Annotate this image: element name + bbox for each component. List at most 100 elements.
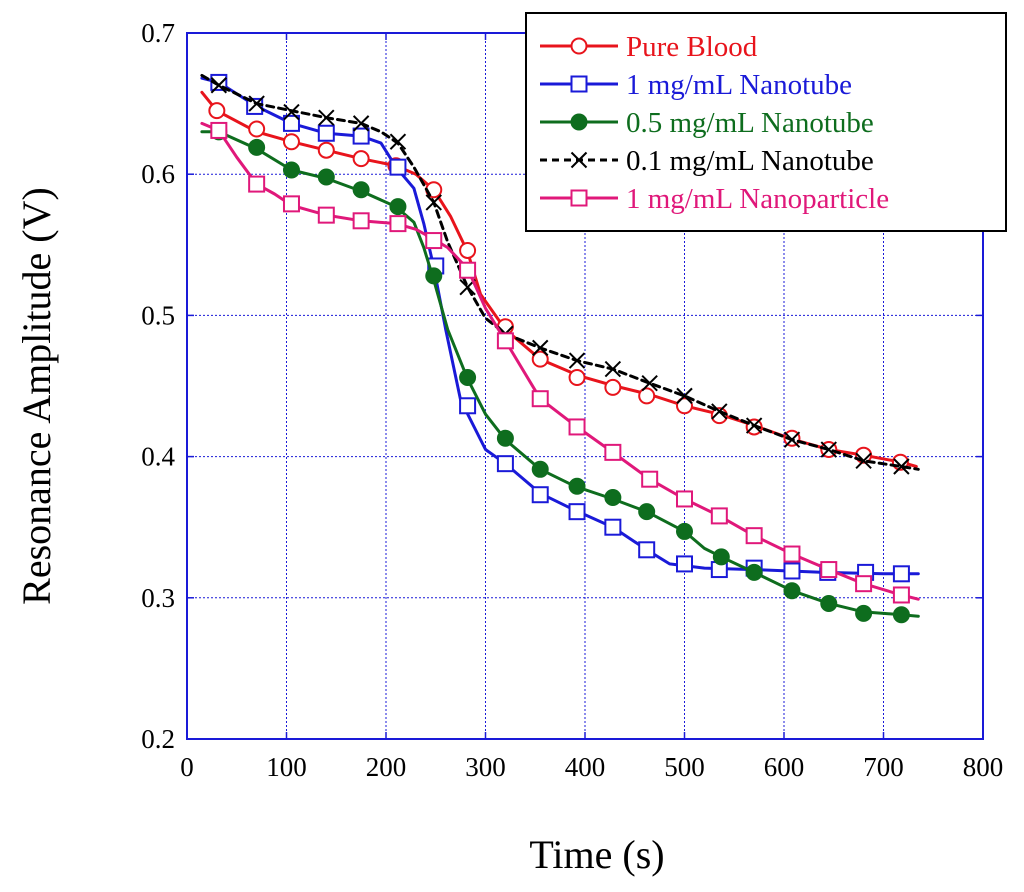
legend-marker bbox=[570, 113, 588, 131]
data-point-0-5-mg-ml-nanotube bbox=[282, 161, 300, 179]
data-point-1-mg-ml-nanoparticle bbox=[317, 206, 335, 224]
data-point-0-1-mg-ml-nanotube bbox=[532, 339, 549, 357]
data-point-1-mg-ml-nanotube bbox=[531, 486, 549, 504]
series-layer bbox=[200, 73, 920, 624]
data-point-0-1-mg-ml-nanotube bbox=[604, 360, 622, 378]
data-point-0-1-mg-ml-nanotube bbox=[893, 458, 910, 475]
data-point-0-5-mg-ml-nanotube bbox=[676, 522, 693, 540]
data-point-1-mg-ml-nanoparticle bbox=[892, 586, 910, 604]
data-point-1-mg-ml-nanoparticle bbox=[855, 575, 873, 593]
data-point-0-1-mg-ml-nanotube bbox=[711, 403, 728, 420]
data-point-1-mg-ml-nanoparticle bbox=[389, 215, 407, 233]
y-tick-label: 0.2 bbox=[141, 724, 175, 754]
x-tick-label: 600 bbox=[764, 752, 805, 782]
data-point-pure-blood bbox=[531, 350, 549, 368]
data-point-0-1-mg-ml-nanotube bbox=[855, 452, 872, 470]
data-point-0-5-mg-ml-nanotube bbox=[638, 503, 656, 521]
legend-item-pure-blood: Pure Blood bbox=[540, 31, 758, 63]
data-point-pure-blood bbox=[208, 102, 226, 120]
legend-marker bbox=[570, 151, 588, 169]
data-point-pure-blood bbox=[638, 387, 656, 405]
data-point-1-mg-ml-nanoparticle bbox=[352, 212, 370, 230]
y-tick-label: 0.4 bbox=[141, 442, 175, 472]
y-tick-label: 0.3 bbox=[141, 583, 175, 613]
data-point-1-mg-ml-nanoparticle bbox=[496, 332, 514, 350]
data-point-1-mg-ml-nanotube bbox=[892, 565, 910, 583]
data-point-pure-blood bbox=[604, 378, 622, 396]
data-point-0-1-mg-ml-nanotube bbox=[820, 441, 837, 458]
x-tick-label: 200 bbox=[366, 752, 407, 782]
x-tick-label: 300 bbox=[465, 752, 506, 782]
x-tick-label: 800 bbox=[963, 752, 1004, 782]
data-point-0-1-mg-ml-nanotube bbox=[248, 95, 265, 112]
data-point-0-1-mg-ml-nanotube bbox=[641, 374, 658, 392]
legend-label: Pure Blood bbox=[626, 31, 758, 63]
data-point-1-mg-ml-nanoparticle bbox=[282, 195, 300, 213]
x-tick-label: 400 bbox=[565, 752, 606, 782]
data-point-pure-blood bbox=[317, 141, 335, 159]
data-point-1-mg-ml-nanotube bbox=[496, 455, 514, 473]
data-point-0-5-mg-ml-nanotube bbox=[531, 460, 549, 478]
legend-marker bbox=[570, 189, 588, 207]
data-point-0-5-mg-ml-nanotube bbox=[712, 548, 730, 566]
data-point-1-mg-ml-nanoparticle bbox=[425, 232, 443, 250]
data-point-1-mg-ml-nanotube bbox=[568, 503, 586, 521]
data-point-1-mg-ml-nanotube bbox=[352, 127, 370, 145]
legend-marker bbox=[570, 75, 588, 93]
data-point-pure-blood bbox=[459, 241, 477, 259]
y-tick-label: 0.7 bbox=[141, 18, 175, 48]
data-point-1-mg-ml-nanotube bbox=[459, 397, 477, 415]
data-point-0-5-mg-ml-nanotube bbox=[352, 181, 370, 199]
data-point-1-mg-ml-nanoparticle bbox=[459, 261, 477, 279]
axis-ticks: 0 100 200 300 400 500 600 700 800 0.2 0.3 0.4 0.5 0.6… bbox=[141, 18, 1003, 782]
data-point-pure-blood bbox=[282, 133, 300, 151]
y-tick-label: 0.5 bbox=[141, 300, 175, 330]
data-point-1-mg-ml-nanoparticle bbox=[531, 390, 549, 408]
data-point-0-5-mg-ml-nanotube bbox=[820, 594, 838, 612]
data-point-1-mg-ml-nanoparticle bbox=[641, 470, 659, 488]
legend-label: 0.1 mg/mL Nanotube bbox=[626, 145, 874, 177]
legend: Pure Blood 1 mg/mL Nanotube 0.5 mg/mL Nano… bbox=[525, 12, 1007, 232]
data-point-0-5-mg-ml-nanotube bbox=[568, 477, 586, 495]
legend-label: 0.5 mg/mL Nanotube bbox=[626, 107, 874, 139]
data-point-0-5-mg-ml-nanotube bbox=[389, 198, 407, 216]
data-point-0-1-mg-ml-nanotube bbox=[783, 431, 801, 448]
y-axis-title: Resonance Amplitude (V) bbox=[14, 187, 59, 605]
data-point-0-1-mg-ml-nanotube bbox=[676, 387, 693, 405]
data-point-1-mg-ml-nanoparticle bbox=[568, 418, 586, 436]
data-point-0-1-mg-ml-nanotube bbox=[352, 115, 370, 132]
data-point-1-mg-ml-nanoparticle bbox=[820, 561, 838, 579]
data-point-0-1-mg-ml-nanotube bbox=[745, 417, 763, 434]
data-point-0-1-mg-ml-nanotube bbox=[568, 352, 586, 369]
data-point-1-mg-ml-nanoparticle bbox=[745, 527, 763, 545]
data-point-0-1-mg-ml-nanotube bbox=[425, 194, 442, 211]
data-point-pure-blood bbox=[352, 150, 370, 168]
legend-item-0-5-mg-ml-nanotube: 0.5 mg/mL Nanotube bbox=[540, 107, 874, 139]
data-point-0-5-mg-ml-nanotube bbox=[855, 604, 873, 622]
data-point-1-mg-ml-nanoparticle bbox=[676, 490, 693, 508]
data-point-0-5-mg-ml-nanotube bbox=[783, 582, 801, 600]
x-tick-label: 0 bbox=[180, 752, 194, 782]
x-tick-label: 100 bbox=[266, 752, 307, 782]
data-point-1-mg-ml-nanoparticle bbox=[210, 121, 228, 139]
data-point-pure-blood bbox=[568, 369, 586, 387]
data-point-1-mg-ml-nanoparticle bbox=[248, 175, 266, 193]
data-point-0-5-mg-ml-nanotube bbox=[459, 369, 477, 387]
data-point-1-mg-ml-nanotube bbox=[604, 518, 622, 536]
legend-item-1-mg-ml-nanoparticle: 1 mg/mL Nanoparticle bbox=[540, 183, 889, 215]
data-point-1-mg-ml-nanotube bbox=[389, 158, 407, 176]
data-point-0-5-mg-ml-nanotube bbox=[425, 267, 443, 285]
data-point-1-mg-ml-nanotube bbox=[317, 124, 335, 142]
data-point-0-5-mg-ml-nanotube bbox=[496, 429, 514, 447]
data-point-1-mg-ml-nanoparticle bbox=[710, 507, 728, 525]
data-point-1-mg-ml-nanotube bbox=[638, 541, 656, 559]
data-point-pure-blood bbox=[676, 397, 693, 415]
data-point-0-1-mg-ml-nanotube bbox=[318, 109, 335, 126]
legend-item-1-mg-ml-nanotube: 1 mg/mL Nanotube bbox=[540, 69, 852, 101]
legend-label: 1 mg/mL Nanoparticle bbox=[626, 183, 889, 215]
data-point-0-5-mg-ml-nanotube bbox=[745, 563, 763, 581]
y-tick-label: 0.6 bbox=[141, 159, 175, 189]
x-tick-label: 500 bbox=[664, 752, 705, 782]
